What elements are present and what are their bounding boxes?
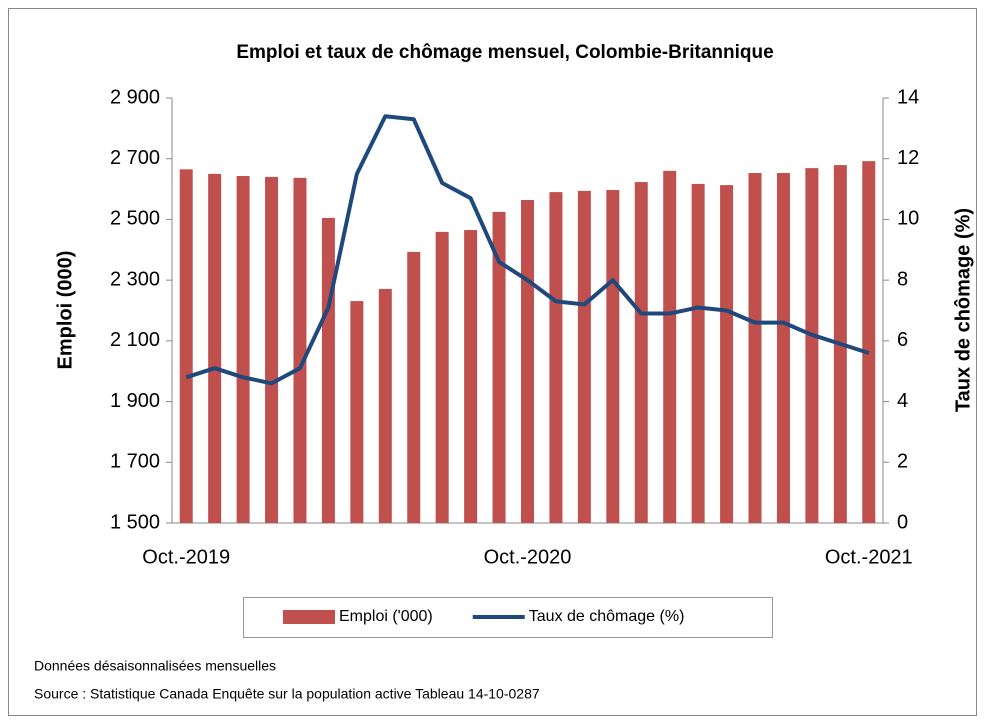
bar (293, 177, 307, 523)
y2-tick-label: 4 (897, 390, 908, 412)
y2-tick-label: 10 (897, 208, 919, 230)
bar (407, 251, 421, 524)
y-tick-label: 1 500 (110, 511, 160, 533)
bar (350, 301, 364, 523)
y2-axis-label: Taux de chômage (%) (952, 208, 974, 412)
bar (521, 200, 534, 523)
y2-tick-label: 6 (897, 329, 908, 351)
bar (464, 230, 478, 523)
note: Source : Statistique Canada Enquête sur … (34, 686, 540, 702)
bar (321, 217, 335, 524)
bar (776, 172, 790, 523)
bar (634, 182, 648, 523)
legend-label: Emploi ('000) (339, 608, 433, 625)
y-tick-label: 2 900 (110, 86, 160, 108)
legend-swatch (283, 610, 335, 624)
y2-tick-label: 2 (897, 451, 908, 473)
x-tick-label: Oct.-2020 (484, 546, 572, 568)
y2-tick-label: 0 (897, 511, 908, 533)
bar (378, 288, 392, 523)
y-tick-label: 2 700 (110, 147, 160, 169)
bar (236, 176, 250, 523)
x-tick-label: Oct.-2019 (142, 546, 230, 568)
y-tick-label: 1 700 (110, 451, 160, 473)
bar (663, 170, 677, 523)
note: Données désaisonnalisées mensuelles (34, 658, 276, 674)
bar (492, 211, 506, 523)
bar (720, 185, 734, 523)
bar (179, 169, 193, 523)
bar (549, 192, 563, 523)
line (185, 114, 870, 386)
y-tick-label: 2 500 (110, 208, 160, 230)
y2-tick-label: 8 (897, 268, 908, 290)
y-axis-label: Emploi (000) (54, 251, 76, 370)
bar (577, 190, 591, 523)
bar (208, 173, 222, 523)
bar (265, 176, 279, 523)
y-tick-label: 1 900 (110, 390, 160, 412)
bar (862, 161, 876, 523)
bar (805, 168, 819, 523)
bar (435, 231, 449, 523)
y-tick-label: 2 300 (110, 268, 160, 290)
y2-tick-label: 12 (897, 147, 919, 169)
x-tick-label: Oct.-2021 (825, 546, 913, 568)
y-tick-label: 2 100 (110, 329, 160, 351)
bar (606, 189, 620, 523)
bar (691, 183, 705, 524)
bar (748, 172, 762, 523)
chart-title: Emploi et taux de chômage mensuel, Colom… (236, 42, 773, 63)
y2-tick-label: 14 (897, 86, 919, 108)
legend-label: Taux de chômage (%) (529, 608, 685, 625)
